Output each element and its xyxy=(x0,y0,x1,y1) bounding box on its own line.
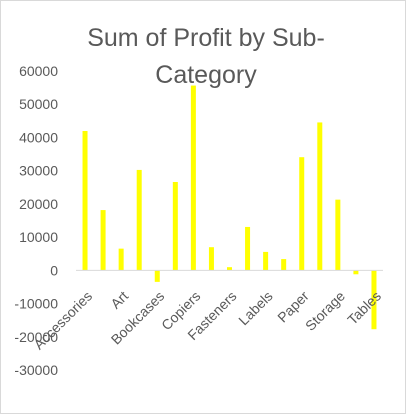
bar-tables xyxy=(371,270,377,330)
bar-accessories xyxy=(82,131,88,271)
bar-chairs xyxy=(172,181,178,271)
x-tick-label-labels: Labels xyxy=(235,288,275,328)
y-tick-label: 40000 xyxy=(19,129,58,145)
bar-binders xyxy=(136,169,142,271)
chart-title-line-2: Category xyxy=(155,61,257,89)
y-tick-label: 60000 xyxy=(19,63,58,79)
bar-copiers xyxy=(190,85,196,271)
bar-storage xyxy=(335,199,341,271)
y-tick-label: 20000 xyxy=(19,196,58,212)
y-tick-label: -10000 xyxy=(14,296,58,312)
y-tick-label: 10000 xyxy=(19,229,58,245)
bar-fasteners xyxy=(227,267,232,271)
y-tick-label: 50000 xyxy=(19,96,58,112)
bar-furnishings xyxy=(245,226,251,271)
y-tick-label: -20000 xyxy=(14,329,58,345)
x-tick-label-tables: Tables xyxy=(344,288,384,328)
bar-phones xyxy=(317,122,323,271)
chart-title-line-1: Sum of Profit by Sub- xyxy=(87,24,325,52)
y-axis-tick-labels: 60000 50000 40000 30000 20000 10000 0 -10000 -20… xyxy=(14,63,58,378)
y-tick-label: -30000 xyxy=(14,362,58,378)
bar-machines xyxy=(281,259,287,271)
bar-supplies xyxy=(353,270,359,275)
bar-art xyxy=(118,248,124,271)
x-tick-label-storage: Storage xyxy=(302,288,348,334)
x-tick-label-art: Art xyxy=(107,288,131,312)
y-tick-label: 30000 xyxy=(19,163,58,179)
x-axis-category-labels: Accessories ArtBookcasesCopiersFastenersL… xyxy=(30,288,384,353)
bars xyxy=(82,85,377,330)
bar-bookcases xyxy=(154,270,160,282)
bar-envelopes xyxy=(208,247,214,271)
bar-paper xyxy=(299,157,305,271)
y-tick-label: 0 xyxy=(50,262,58,278)
bar-labels xyxy=(263,251,269,271)
bar-appliances xyxy=(100,210,106,271)
